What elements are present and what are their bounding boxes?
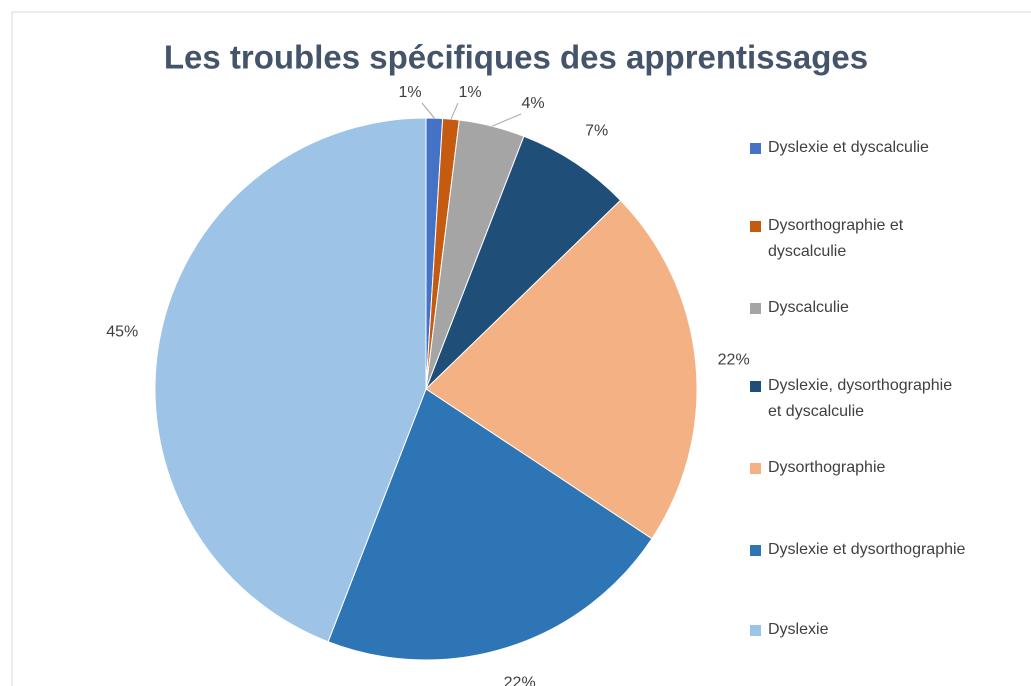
legend-label: Dyslexie, dysorthographie et dyscalculie xyxy=(768,377,953,420)
data-label: 45% xyxy=(106,323,138,340)
pie-slice xyxy=(425,199,698,540)
data-label: 22% xyxy=(718,352,750,369)
chart-title: Les troubles spécifiques des apprentissa… xyxy=(164,39,868,76)
data-label: 1% xyxy=(458,84,481,101)
legend-item: Dysorthographie xyxy=(750,455,1020,481)
pie-slice xyxy=(425,135,622,390)
legend-label: Dyslexie et dyscalculie xyxy=(768,139,929,156)
legend-label: Dyslexie xyxy=(768,621,829,638)
legend-label: Dyslexie et dysorthographie xyxy=(768,541,966,558)
legend-label: Dysorthographie et dyscalculie xyxy=(768,217,904,260)
legend-item: Dysorthographie et dyscalculie xyxy=(750,213,1020,265)
legend-item: Dyslexie, dysorthographie et dyscalculie xyxy=(750,373,1020,425)
leader-line xyxy=(421,102,435,119)
legend-label: Dysorthographie xyxy=(768,459,886,476)
legend-swatch xyxy=(750,463,761,474)
legend-swatch xyxy=(750,381,761,392)
pie-slice xyxy=(327,388,653,661)
data-label: 7% xyxy=(585,123,608,140)
data-label: 1% xyxy=(398,84,421,101)
leader-line xyxy=(450,102,459,120)
legend-swatch xyxy=(750,625,761,636)
pie-slice xyxy=(154,117,427,643)
legend-item: Dyslexie et dyscalculie xyxy=(750,135,1020,161)
data-label: 4% xyxy=(521,95,544,112)
legend-swatch xyxy=(750,221,761,232)
legend-swatch xyxy=(750,303,761,314)
legend-item: Dyslexie et dysorthographie xyxy=(750,537,1020,563)
legend-label: Dyscalculie xyxy=(768,299,849,316)
legend-swatch xyxy=(750,143,761,154)
leader-line xyxy=(491,113,522,127)
chart-border xyxy=(11,11,1031,686)
legend-item: Dyslexie xyxy=(750,617,1020,643)
legend-item: Dyscalculie xyxy=(750,295,1020,321)
legend-swatch xyxy=(750,545,761,556)
data-label: 22% xyxy=(504,675,536,686)
